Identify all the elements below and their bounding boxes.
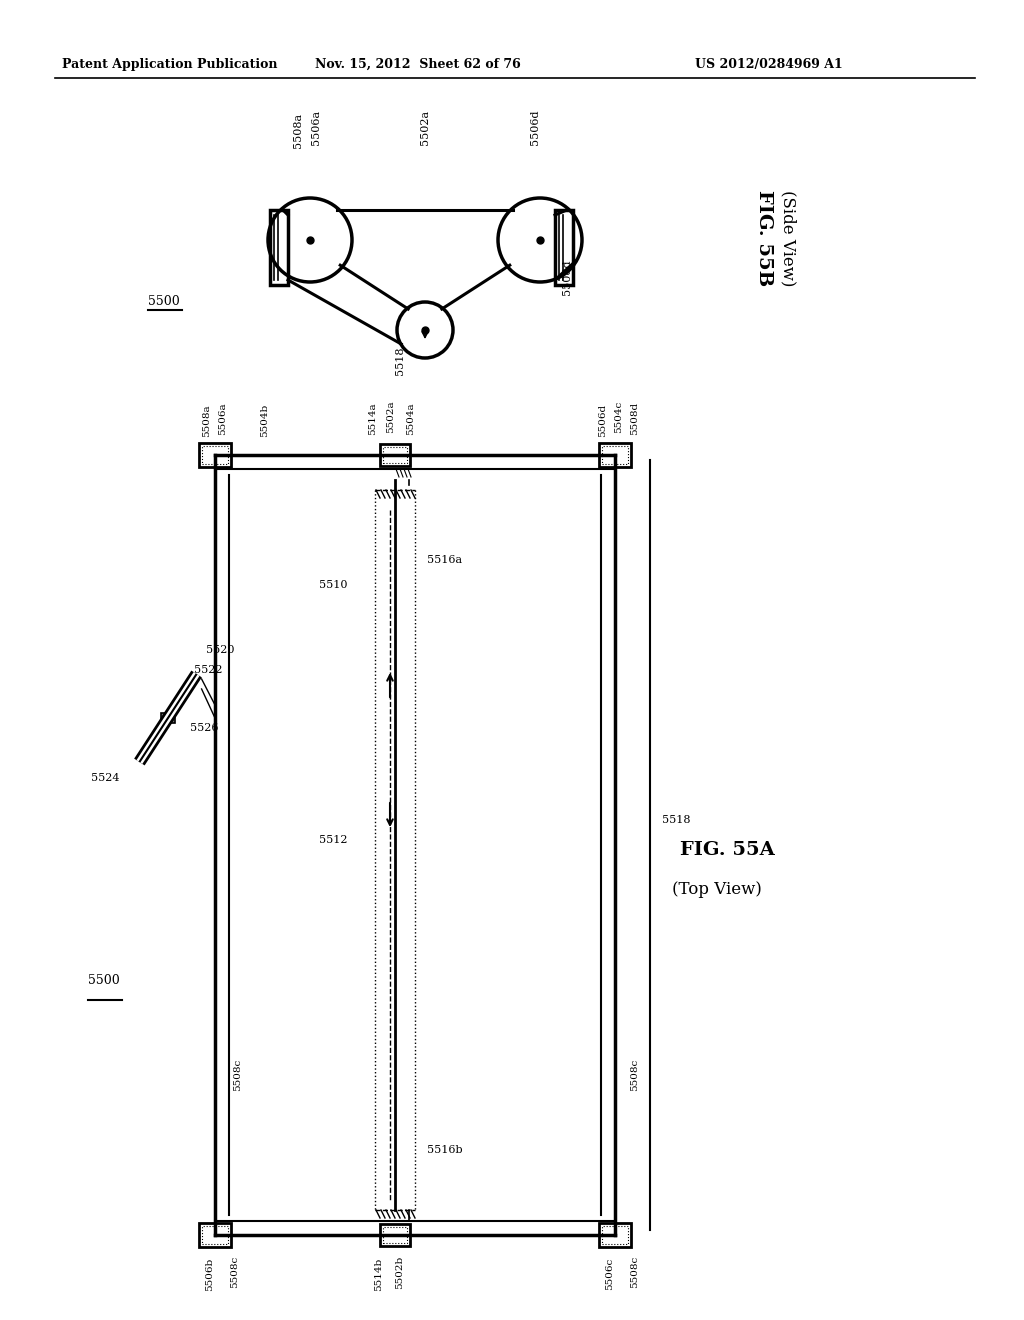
Text: 5516b: 5516b bbox=[427, 1144, 463, 1155]
Text: 5504a: 5504a bbox=[407, 403, 416, 436]
Text: Patent Application Publication: Patent Application Publication bbox=[62, 58, 278, 71]
Text: FIG. 55B: FIG. 55B bbox=[755, 190, 773, 286]
Text: 5502a: 5502a bbox=[420, 110, 430, 145]
Text: 5508a: 5508a bbox=[203, 404, 212, 437]
Text: 5524: 5524 bbox=[91, 774, 120, 783]
Text: 5506a: 5506a bbox=[311, 110, 321, 145]
Text: 5508d: 5508d bbox=[562, 260, 572, 294]
Text: 5526: 5526 bbox=[190, 723, 218, 733]
Text: US 2012/0284969 A1: US 2012/0284969 A1 bbox=[695, 58, 843, 71]
Text: 5514b: 5514b bbox=[375, 1258, 384, 1291]
Text: 5500: 5500 bbox=[148, 294, 180, 308]
Text: 5500: 5500 bbox=[88, 974, 120, 986]
Text: 5518: 5518 bbox=[662, 814, 690, 825]
Bar bbox=[270, 210, 288, 285]
Text: 5508c: 5508c bbox=[631, 1257, 640, 1288]
Text: 5514a: 5514a bbox=[369, 403, 378, 436]
Bar bbox=[599, 1224, 631, 1247]
Bar bbox=[202, 1226, 228, 1243]
Bar bbox=[602, 446, 628, 465]
Bar bbox=[380, 1224, 410, 1246]
Text: 5506d: 5506d bbox=[598, 404, 607, 437]
Bar bbox=[555, 210, 573, 285]
Text: 5510: 5510 bbox=[318, 579, 347, 590]
Bar bbox=[383, 447, 407, 463]
Text: Nov. 15, 2012  Sheet 62 of 76: Nov. 15, 2012 Sheet 62 of 76 bbox=[315, 58, 521, 71]
Bar bbox=[199, 444, 231, 467]
Text: 5506d: 5506d bbox=[530, 110, 540, 145]
Text: 5506b: 5506b bbox=[206, 1258, 214, 1291]
Text: 5508c: 5508c bbox=[630, 1059, 639, 1092]
Text: 5502a: 5502a bbox=[386, 400, 395, 433]
Text: 5508d: 5508d bbox=[631, 401, 640, 436]
Text: 5518: 5518 bbox=[395, 346, 406, 375]
Text: (Top View): (Top View) bbox=[672, 882, 762, 899]
Text: 5506a: 5506a bbox=[218, 403, 227, 436]
Text: 5508c: 5508c bbox=[233, 1059, 242, 1092]
Text: FIG. 55A: FIG. 55A bbox=[680, 841, 775, 859]
Text: 5502b: 5502b bbox=[395, 1257, 404, 1290]
Bar bbox=[202, 446, 228, 465]
Text: 5504c: 5504c bbox=[614, 401, 624, 433]
Text: 5504b: 5504b bbox=[260, 404, 269, 437]
Text: 5508a: 5508a bbox=[293, 114, 303, 148]
Bar bbox=[161, 713, 175, 723]
Bar bbox=[199, 1224, 231, 1247]
Bar bbox=[602, 1226, 628, 1243]
Text: (Side View): (Side View) bbox=[780, 190, 797, 286]
Text: 5520: 5520 bbox=[206, 645, 234, 655]
Text: 5508c: 5508c bbox=[230, 1257, 240, 1288]
Text: 5522: 5522 bbox=[194, 665, 222, 675]
Text: 5512: 5512 bbox=[318, 836, 347, 845]
Bar bbox=[383, 1228, 407, 1243]
Bar bbox=[380, 444, 410, 466]
Text: 5516a: 5516a bbox=[427, 554, 462, 565]
Bar bbox=[599, 444, 631, 467]
Text: 5506c: 5506c bbox=[605, 1258, 614, 1290]
